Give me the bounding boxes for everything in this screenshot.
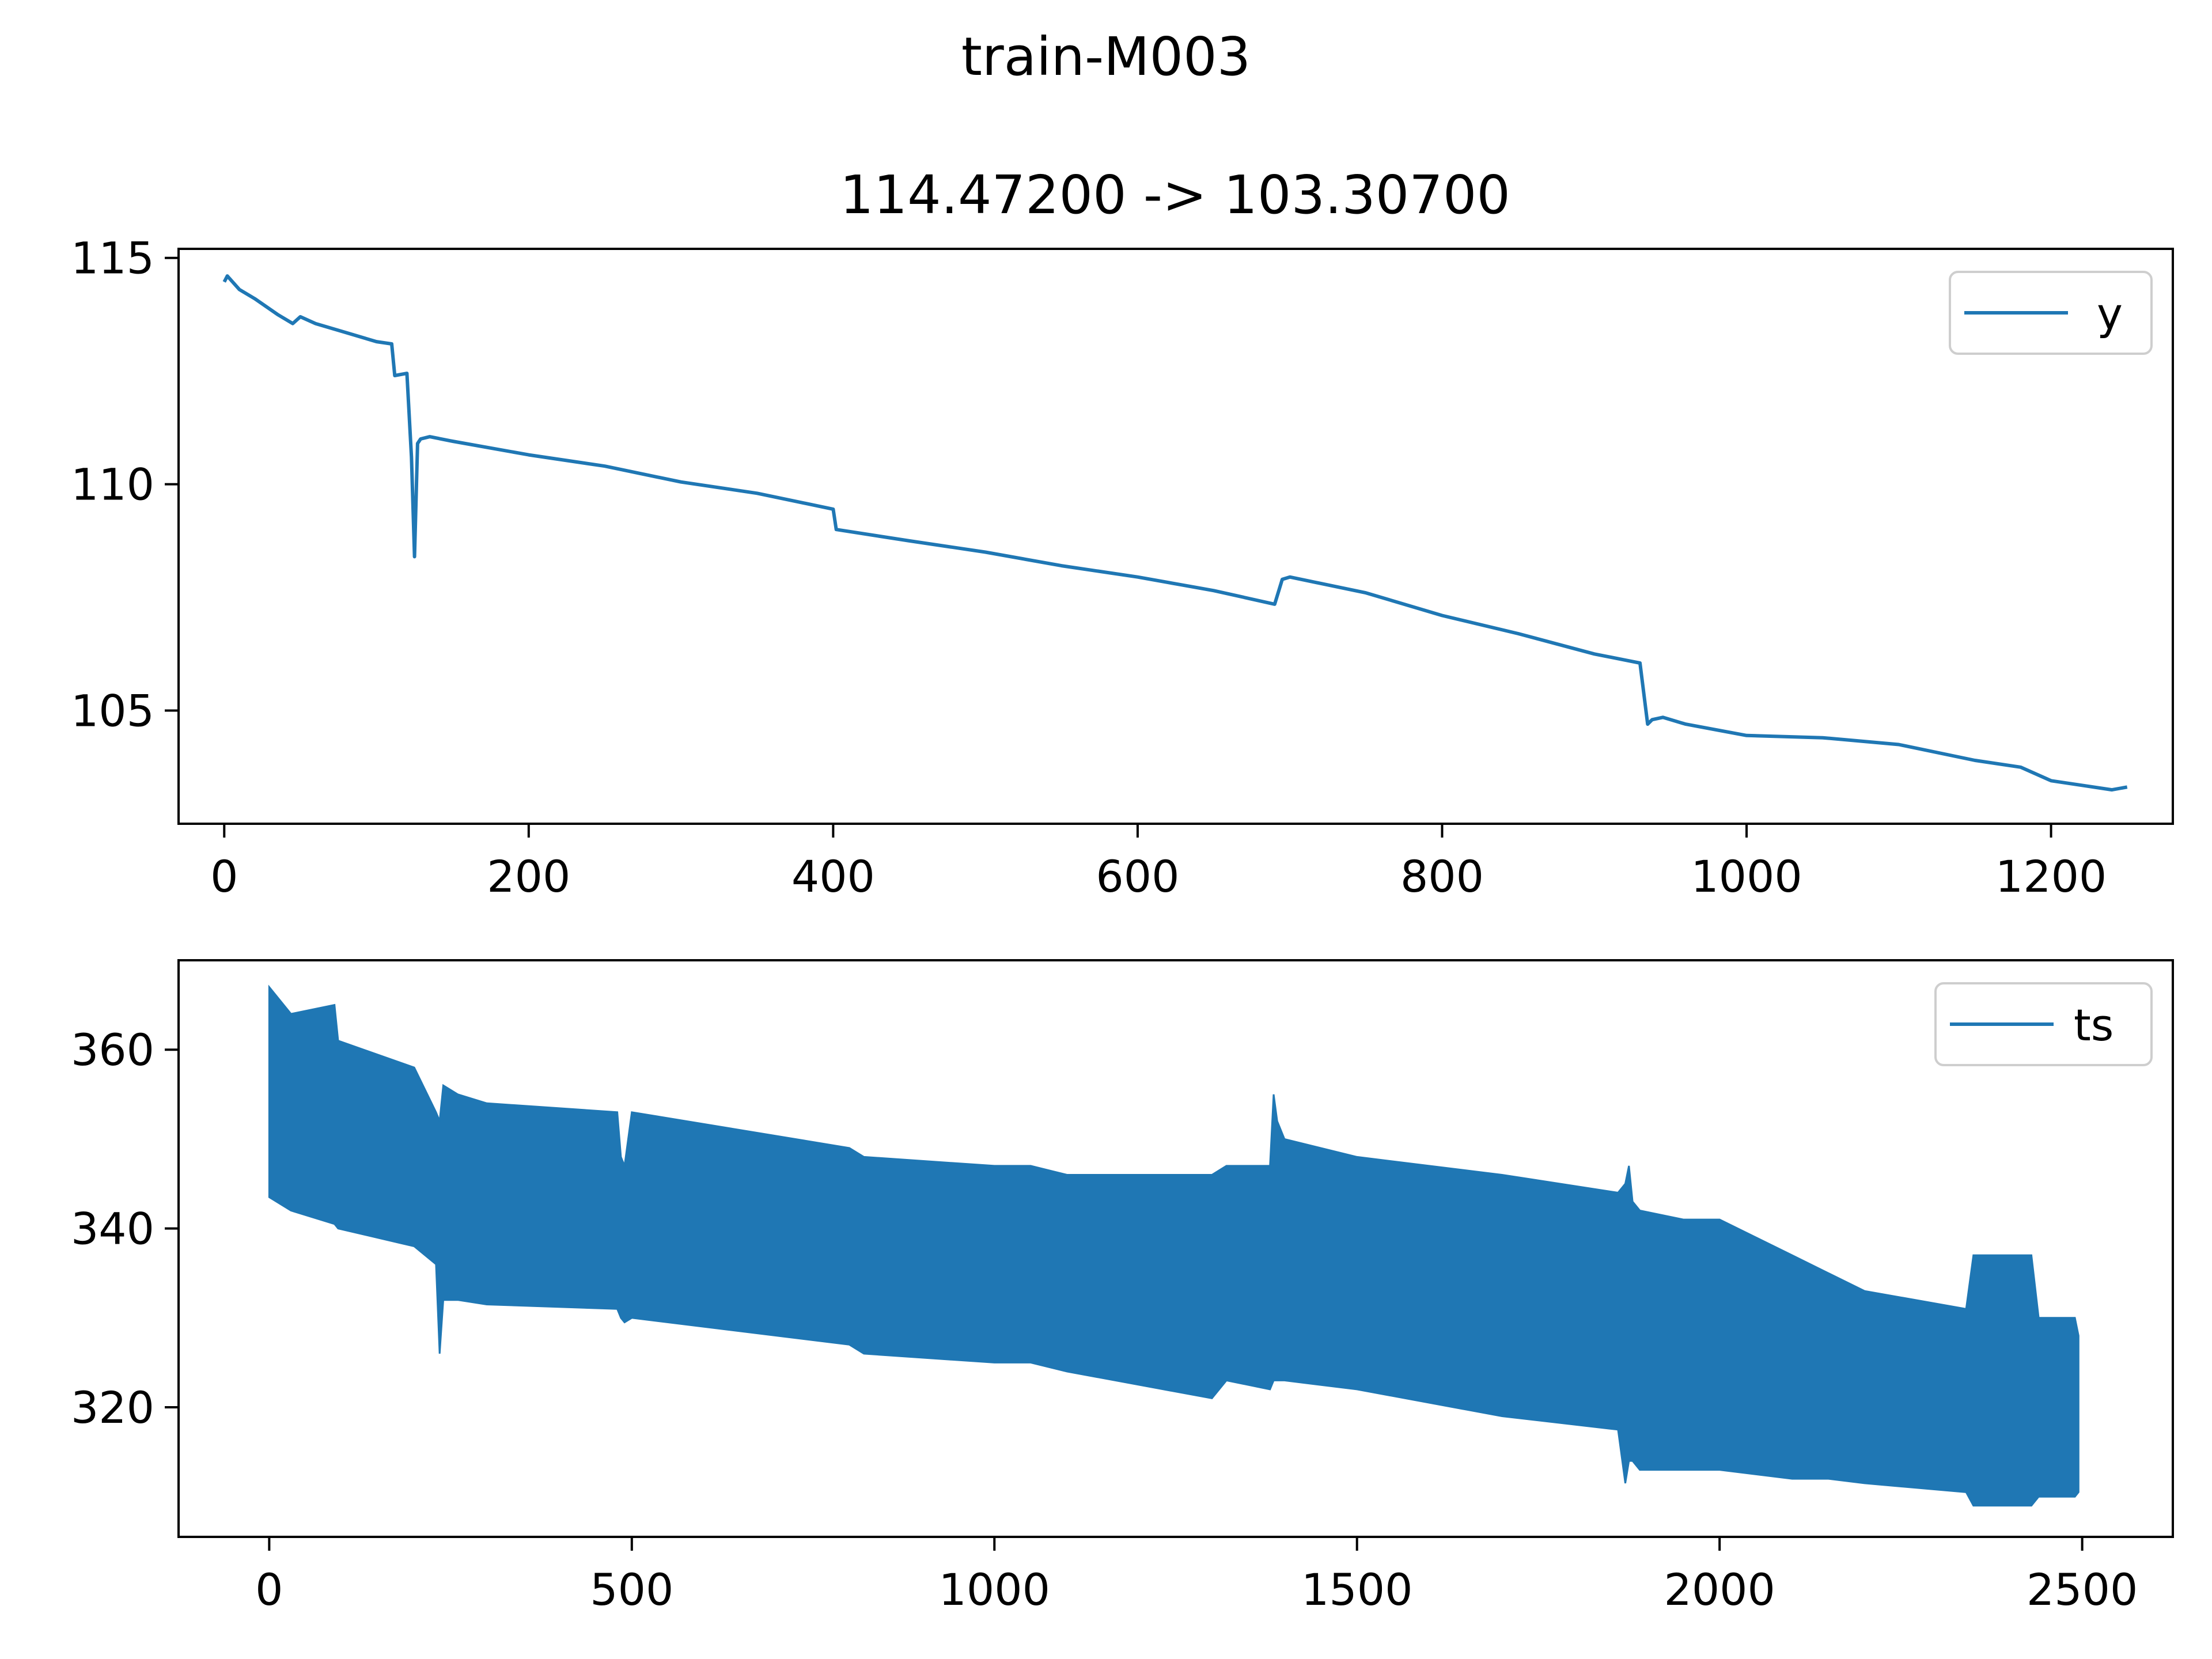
x-tick-label: 1000 [939, 1564, 1050, 1615]
bottom-axis-ticks: 0 500 1000 1500 2000 2500 320 340 360 [71, 1024, 2138, 1615]
bottom-series-ts [268, 984, 2080, 1507]
x-tick-label: 400 [791, 851, 875, 902]
top-chart-title: 114.47200 -> 103.30700 [840, 164, 1510, 226]
x-tick-label: 0 [210, 851, 238, 902]
top-legend: y [1949, 271, 2153, 355]
y-tick-label: 340 [71, 1203, 154, 1255]
x-tick-label: 1200 [1995, 851, 2107, 902]
top-series-y [222, 274, 2128, 792]
x-tick-label: 0 [255, 1564, 283, 1615]
y-tick-label: 320 [71, 1382, 154, 1433]
y-tick-label: 360 [71, 1024, 154, 1075]
bottom-legend: ts [1934, 982, 2153, 1066]
x-tick-label: 2000 [1664, 1564, 1775, 1615]
x-tick-label: 1500 [1301, 1564, 1412, 1615]
x-tick-label: 2500 [2027, 1564, 2138, 1615]
top-axis-ticks: 0 200 400 600 800 1000 1200 105 110 115 [71, 233, 2107, 902]
bottom-chart-panel: 0 500 1000 1500 2000 2500 320 340 360 ts [71, 959, 2174, 1615]
bottom-plot-frame [177, 959, 2174, 1538]
top-plot-frame [177, 248, 2174, 825]
top-chart-panel: 114.47200 -> 103.30700 0 200 400 600 800 1000… [71, 164, 2174, 902]
x-tick-label: 600 [1096, 851, 1179, 902]
series-band-ts [268, 984, 2080, 1507]
top-legend-label: y [2097, 288, 2123, 339]
x-tick-label: 1000 [1691, 851, 1802, 902]
x-tick-label: 200 [487, 851, 570, 902]
figure-title: train-M003 [961, 26, 1251, 88]
y-tick-label: 110 [71, 459, 154, 510]
y-tick-label: 105 [71, 685, 154, 737]
y-tick-label: 115 [71, 233, 154, 284]
x-tick-label: 800 [1400, 851, 1484, 902]
series-line-y [222, 274, 2128, 792]
x-tick-label: 500 [590, 1564, 673, 1615]
bottom-legend-label: ts [2074, 999, 2113, 1051]
